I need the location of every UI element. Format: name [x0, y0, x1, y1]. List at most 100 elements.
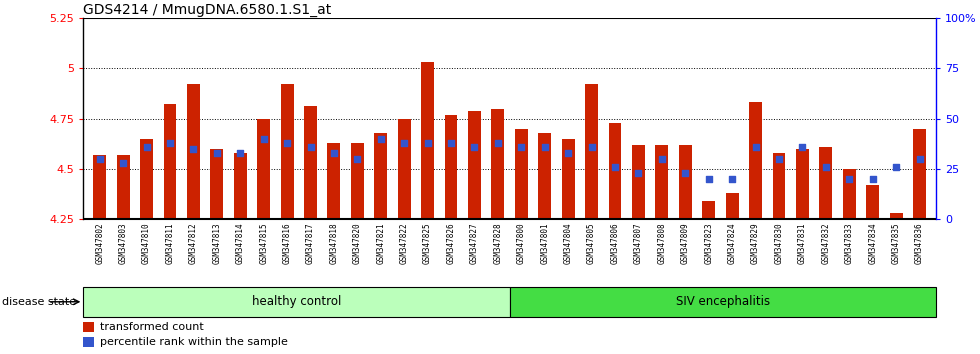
- Bar: [187, 84, 200, 219]
- Bar: [83, 337, 94, 347]
- Text: transformed count: transformed count: [100, 322, 204, 332]
- Text: GSM347816: GSM347816: [282, 223, 292, 264]
- Bar: [304, 107, 317, 219]
- Point: [818, 164, 834, 170]
- Point: [701, 176, 716, 182]
- Point: [514, 144, 529, 150]
- Bar: [913, 129, 926, 219]
- Bar: [93, 155, 106, 219]
- Point: [888, 164, 904, 170]
- Point: [443, 140, 459, 145]
- Text: GSM347815: GSM347815: [259, 223, 269, 264]
- Point: [116, 160, 131, 166]
- Point: [92, 156, 108, 162]
- Bar: [538, 133, 551, 219]
- Bar: [234, 153, 247, 219]
- Bar: [514, 129, 528, 219]
- Point: [677, 170, 693, 176]
- Bar: [83, 287, 510, 317]
- Text: GSM347835: GSM347835: [892, 223, 901, 264]
- Text: GSM347800: GSM347800: [516, 223, 526, 264]
- Text: GSM347820: GSM347820: [353, 223, 362, 264]
- Bar: [374, 133, 387, 219]
- Bar: [656, 145, 668, 219]
- Bar: [280, 84, 294, 219]
- Bar: [140, 139, 153, 219]
- Point: [162, 140, 177, 145]
- Point: [864, 176, 880, 182]
- Text: GSM347809: GSM347809: [681, 223, 690, 264]
- Text: healthy control: healthy control: [252, 295, 341, 308]
- Point: [748, 144, 763, 150]
- Text: GSM347821: GSM347821: [376, 223, 385, 264]
- Text: GSM347808: GSM347808: [658, 223, 666, 264]
- Text: GSM347806: GSM347806: [611, 223, 619, 264]
- Text: GSM347823: GSM347823: [705, 223, 713, 264]
- Point: [232, 150, 248, 156]
- Bar: [632, 145, 645, 219]
- Point: [584, 144, 600, 150]
- Point: [139, 144, 155, 150]
- Text: GSM347826: GSM347826: [447, 223, 456, 264]
- Bar: [866, 185, 879, 219]
- Text: GSM347804: GSM347804: [564, 223, 572, 264]
- Text: GSM347830: GSM347830: [774, 223, 783, 264]
- Point: [419, 140, 435, 145]
- Text: GSM347832: GSM347832: [821, 223, 830, 264]
- Point: [630, 170, 646, 176]
- Point: [842, 176, 858, 182]
- Bar: [257, 119, 270, 219]
- Text: GDS4214 / MmugDNA.6580.1.S1_at: GDS4214 / MmugDNA.6580.1.S1_at: [83, 3, 331, 17]
- Point: [466, 144, 482, 150]
- Text: GSM347814: GSM347814: [236, 223, 245, 264]
- Point: [911, 156, 927, 162]
- Text: GSM347828: GSM347828: [493, 223, 503, 264]
- Point: [490, 140, 506, 145]
- Bar: [117, 155, 129, 219]
- Bar: [772, 153, 785, 219]
- Text: GSM347836: GSM347836: [915, 223, 924, 264]
- Bar: [819, 147, 832, 219]
- Point: [561, 150, 576, 156]
- Bar: [491, 109, 505, 219]
- Point: [326, 150, 342, 156]
- Text: GSM347811: GSM347811: [166, 223, 174, 264]
- Point: [185, 146, 201, 152]
- Bar: [327, 143, 340, 219]
- Text: GSM347812: GSM347812: [189, 223, 198, 264]
- Text: GSM347831: GSM347831: [798, 223, 807, 264]
- Text: GSM347807: GSM347807: [634, 223, 643, 264]
- Point: [795, 144, 810, 150]
- Text: GSM347834: GSM347834: [868, 223, 877, 264]
- Text: GSM347805: GSM347805: [587, 223, 596, 264]
- Bar: [679, 145, 692, 219]
- Text: GSM347802: GSM347802: [95, 223, 104, 264]
- Bar: [562, 139, 574, 219]
- Bar: [351, 143, 364, 219]
- Point: [256, 136, 271, 142]
- Text: GSM347822: GSM347822: [400, 223, 409, 264]
- Point: [209, 150, 224, 156]
- Text: percentile rank within the sample: percentile rank within the sample: [100, 337, 288, 347]
- Bar: [843, 169, 856, 219]
- Point: [654, 156, 669, 162]
- Text: GSM347801: GSM347801: [540, 223, 549, 264]
- Point: [771, 156, 787, 162]
- Bar: [398, 119, 411, 219]
- Point: [608, 164, 623, 170]
- Point: [350, 156, 366, 162]
- Text: GSM347803: GSM347803: [119, 223, 127, 264]
- Bar: [725, 193, 739, 219]
- Text: SIV encephalitis: SIV encephalitis: [675, 295, 770, 308]
- Bar: [468, 110, 481, 219]
- Bar: [703, 201, 715, 219]
- Text: GSM347817: GSM347817: [306, 223, 315, 264]
- Bar: [445, 115, 458, 219]
- Text: GSM347818: GSM347818: [329, 223, 338, 264]
- Bar: [510, 287, 936, 317]
- Bar: [749, 102, 762, 219]
- Point: [396, 140, 412, 145]
- Bar: [421, 62, 434, 219]
- Point: [373, 136, 389, 142]
- Bar: [585, 84, 598, 219]
